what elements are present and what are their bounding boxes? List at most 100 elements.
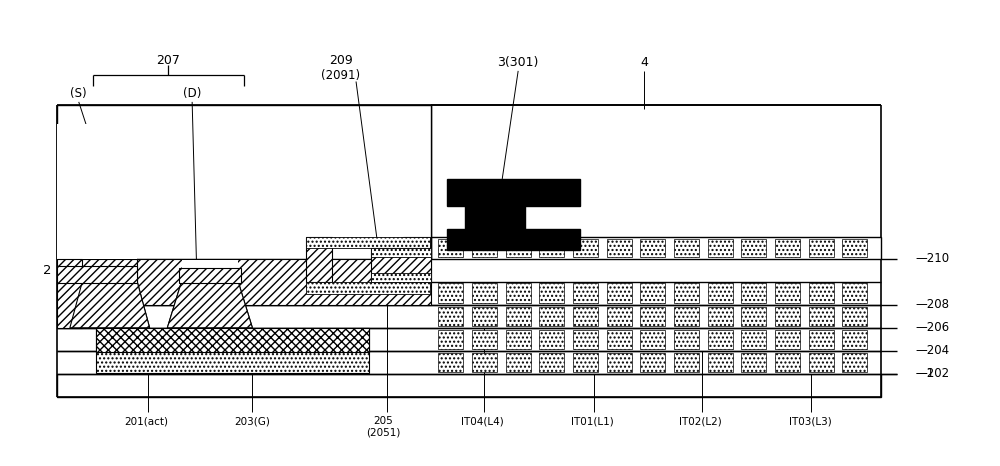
Bar: [607, 329, 632, 349]
Bar: [472, 283, 497, 303]
Bar: [506, 353, 531, 372]
Bar: [809, 353, 834, 372]
Text: 203(G): 203(G): [234, 417, 270, 426]
Text: —1: —1: [915, 367, 934, 380]
Polygon shape: [403, 238, 430, 282]
Bar: [57, 104, 431, 259]
Bar: [573, 239, 598, 257]
Bar: [539, 353, 564, 372]
Bar: [775, 283, 800, 303]
Bar: [438, 353, 463, 372]
Bar: [539, 283, 564, 303]
Text: 2: 2: [43, 264, 51, 277]
Bar: [438, 283, 463, 303]
Text: 209: 209: [329, 54, 353, 67]
Bar: [506, 239, 531, 257]
Bar: [438, 239, 463, 257]
Bar: [57, 259, 431, 305]
Bar: [607, 283, 632, 303]
Bar: [506, 283, 531, 303]
Bar: [708, 307, 733, 326]
Text: —208: —208: [915, 298, 949, 311]
Text: 201(act): 201(act): [124, 417, 168, 426]
Bar: [842, 283, 867, 303]
Bar: [179, 267, 241, 283]
Bar: [431, 238, 881, 259]
Bar: [573, 329, 598, 349]
Bar: [573, 307, 598, 326]
Bar: [96, 328, 369, 352]
Bar: [741, 353, 766, 372]
Bar: [809, 329, 834, 349]
Bar: [809, 283, 834, 303]
Bar: [57, 374, 881, 397]
Polygon shape: [306, 238, 332, 282]
Bar: [741, 239, 766, 257]
Text: IT01(L1): IT01(L1): [571, 417, 614, 426]
Polygon shape: [57, 259, 137, 305]
Text: (2051): (2051): [366, 427, 401, 437]
Bar: [708, 329, 733, 349]
Bar: [640, 239, 665, 257]
Bar: [57, 124, 137, 259]
Bar: [640, 329, 665, 349]
Bar: [674, 239, 699, 257]
Bar: [741, 307, 766, 326]
Bar: [371, 248, 431, 282]
Text: 3(301): 3(301): [497, 55, 539, 69]
Bar: [506, 329, 531, 349]
Bar: [775, 329, 800, 349]
Bar: [842, 307, 867, 326]
Text: 207: 207: [156, 54, 180, 67]
Bar: [573, 283, 598, 303]
Bar: [674, 283, 699, 303]
Bar: [96, 351, 369, 373]
Polygon shape: [70, 282, 150, 328]
Bar: [539, 329, 564, 349]
Text: 205: 205: [374, 417, 393, 426]
Bar: [573, 353, 598, 372]
Bar: [472, 329, 497, 349]
Bar: [539, 307, 564, 326]
Bar: [371, 273, 431, 282]
Bar: [640, 283, 665, 303]
Bar: [438, 329, 463, 349]
Bar: [842, 353, 867, 372]
Text: —210: —210: [915, 252, 949, 265]
Bar: [506, 307, 531, 326]
Bar: [472, 239, 497, 257]
Bar: [438, 307, 463, 326]
Bar: [306, 282, 430, 294]
Bar: [82, 260, 137, 304]
Bar: [640, 307, 665, 326]
Bar: [447, 228, 580, 250]
Bar: [465, 202, 525, 238]
Bar: [371, 248, 431, 257]
Bar: [57, 104, 431, 259]
Bar: [607, 239, 632, 257]
Text: —204: —204: [915, 344, 949, 357]
Bar: [775, 239, 800, 257]
Bar: [607, 307, 632, 326]
Bar: [708, 283, 733, 303]
Polygon shape: [167, 282, 252, 328]
Bar: [447, 179, 580, 206]
Bar: [182, 260, 238, 304]
Bar: [539, 239, 564, 257]
Bar: [741, 283, 766, 303]
Polygon shape: [70, 282, 150, 328]
Bar: [306, 238, 430, 248]
Bar: [96, 328, 369, 352]
Bar: [674, 353, 699, 372]
Bar: [97, 329, 368, 350]
Bar: [842, 239, 867, 257]
Text: (S): (S): [70, 87, 87, 100]
Text: 4: 4: [640, 55, 648, 69]
Bar: [775, 307, 800, 326]
Bar: [472, 307, 497, 326]
Text: IT03(L3): IT03(L3): [789, 417, 832, 426]
Text: —202: —202: [915, 367, 949, 380]
Text: IT02(L2): IT02(L2): [679, 417, 722, 426]
Bar: [741, 329, 766, 349]
Bar: [809, 307, 834, 326]
